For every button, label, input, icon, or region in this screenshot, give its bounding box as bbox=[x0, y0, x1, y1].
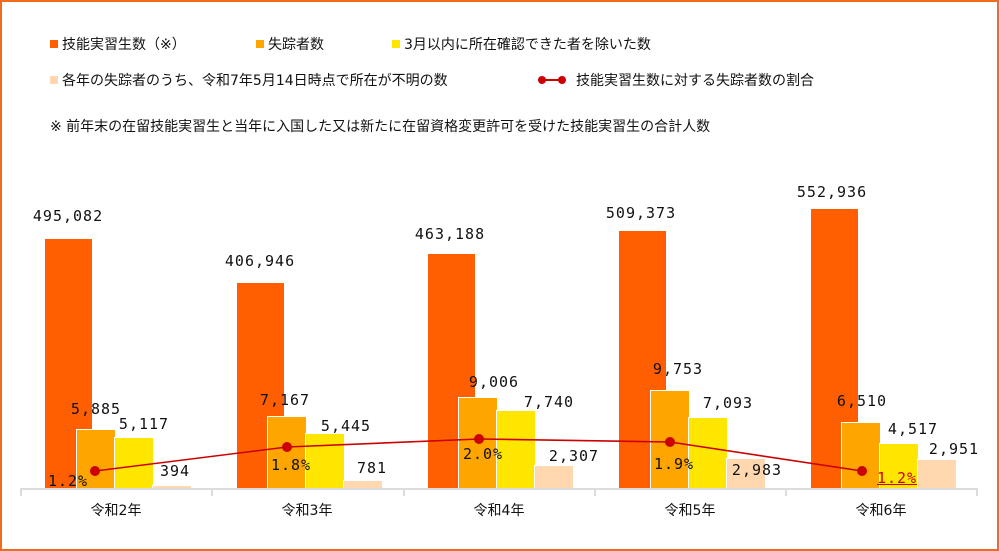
value-label: 5,117 bbox=[118, 415, 170, 433]
value-label: 394 bbox=[159, 462, 191, 480]
bar-excl-r5 bbox=[688, 417, 728, 488]
x-axis-label: 令和2年 bbox=[90, 503, 142, 519]
value-label: 4,517 bbox=[887, 420, 939, 438]
value-label: 495,082 bbox=[32, 207, 104, 225]
ratio-label: 1.8% bbox=[270, 456, 312, 474]
bar-unknown-r3 bbox=[343, 480, 383, 488]
value-label: 552,936 bbox=[796, 183, 868, 201]
x-axis-tick bbox=[211, 488, 213, 496]
x-axis-tick bbox=[976, 488, 978, 496]
x-axis-label: 令和6年 bbox=[855, 503, 907, 519]
value-label: 6,510 bbox=[836, 392, 888, 410]
legend-swatch-icon bbox=[50, 40, 58, 48]
value-label: 2,951 bbox=[928, 440, 980, 458]
legend-swatch-icon bbox=[50, 76, 58, 84]
bar-unknown-r2 bbox=[152, 485, 192, 488]
legend-item-unknown: 各年の失踪者のうち、令和7年5月14日時点で所在が不明の数 bbox=[50, 70, 538, 90]
value-label: 2,307 bbox=[548, 447, 600, 465]
value-label: 781 bbox=[356, 459, 388, 477]
x-axis-tick bbox=[20, 488, 22, 496]
value-label: 406,946 bbox=[224, 252, 296, 270]
legend-row-1: 技能実習生数（※） 失踪者数 3月以内に所在確認できた者を除いた数 bbox=[50, 34, 651, 54]
legend-item-missing: 失踪者数 bbox=[256, 34, 392, 54]
legend-item-ratio: 技能実習生数に対する失踪者数の割合 bbox=[538, 70, 814, 90]
bar-unknown-r6 bbox=[917, 459, 957, 488]
x-axis-label: 令和3年 bbox=[281, 503, 333, 519]
ratio-label: 1.2% bbox=[47, 472, 89, 490]
value-label: 7,740 bbox=[523, 393, 575, 411]
bar-excl-r3 bbox=[305, 433, 345, 488]
legend-label: 各年の失踪者のうち、令和7年5月14日時点で所在が不明の数 bbox=[62, 73, 448, 89]
value-label: 5,445 bbox=[320, 417, 372, 435]
legend-label: 3月以内に所在確認できた者を除いた数 bbox=[404, 37, 651, 53]
x-axis-tick bbox=[403, 488, 405, 496]
value-label: 509,373 bbox=[605, 204, 677, 222]
x-axis-label: 令和4年 bbox=[473, 503, 525, 519]
legend-label: 技能実習生数に対する失踪者数の割合 bbox=[576, 73, 814, 89]
bar-excl-r2 bbox=[114, 437, 154, 488]
legend-label: 失踪者数 bbox=[268, 37, 324, 53]
ratio-label: 1.9% bbox=[653, 455, 695, 473]
legend-line-marker-icon bbox=[538, 75, 566, 85]
value-label: 463,188 bbox=[414, 225, 486, 243]
legend-label: 技能実習生数（※） bbox=[62, 37, 186, 53]
ratio-label: 2.0% bbox=[462, 445, 504, 463]
legend-item-trainees: 技能実習生数（※） bbox=[50, 34, 256, 54]
x-axis bbox=[20, 488, 978, 490]
ratio-label-highlighted: 1.2% bbox=[876, 469, 918, 487]
value-label: 7,167 bbox=[259, 391, 311, 409]
value-label: 9,753 bbox=[652, 360, 704, 378]
x-axis-label: 令和5年 bbox=[664, 503, 716, 519]
x-axis-tick bbox=[594, 488, 596, 496]
value-label: 5,885 bbox=[70, 400, 122, 418]
legend-swatch-icon bbox=[256, 40, 264, 48]
legend-row-2: 各年の失踪者のうち、令和7年5月14日時点で所在が不明の数 技能実習生数に対する… bbox=[50, 70, 814, 90]
value-label: 7,093 bbox=[702, 394, 754, 412]
value-label: 2,983 bbox=[731, 461, 783, 479]
x-axis-tick bbox=[785, 488, 787, 496]
bar-excl-r4 bbox=[496, 410, 536, 488]
bar-unknown-r5 bbox=[726, 458, 766, 488]
bar-unknown-r4 bbox=[534, 465, 574, 488]
value-label: 9,006 bbox=[468, 373, 520, 391]
footnote: ※ 前年末の在留技能実習生と当年に入国した又は新たに在留資格変更許可を受けた技能… bbox=[50, 119, 711, 135]
legend-item-excl-3month: 3月以内に所在確認できた者を除いた数 bbox=[392, 34, 651, 54]
legend-swatch-icon bbox=[392, 40, 400, 48]
